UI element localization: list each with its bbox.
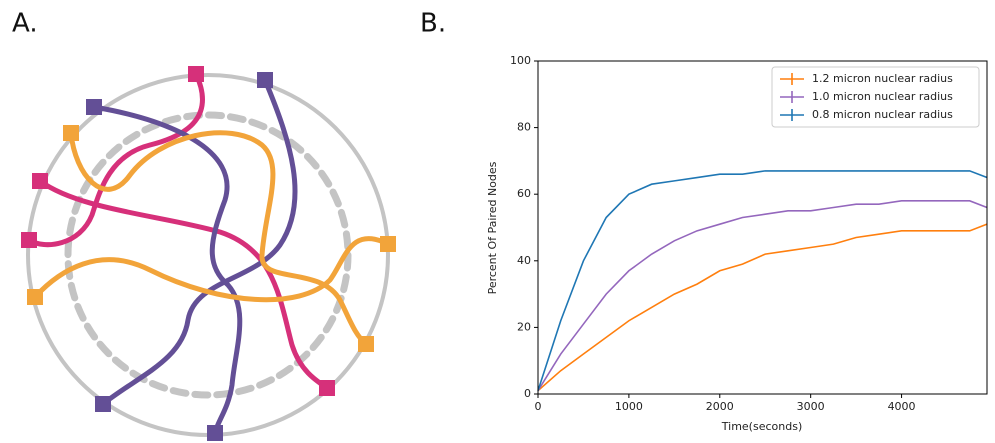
inner-circle (64, 111, 352, 399)
node-square (27, 289, 43, 305)
node-square (95, 396, 111, 412)
y-tick-label: 40 (517, 254, 531, 267)
panel-label: A. (12, 9, 38, 39)
series-line (537, 170, 988, 391)
node-square (86, 99, 102, 115)
chromosome-curve (100, 77, 298, 407)
x-tick-label: 1000 (615, 400, 643, 413)
chromosome-curve (91, 104, 243, 436)
legend-label: 1.2 micron nuclear radius (812, 72, 953, 85)
y-tick-label: 60 (517, 187, 531, 200)
x-tick-label: 4000 (888, 400, 916, 413)
chromosome-curve (26, 71, 205, 248)
node-square (380, 236, 396, 252)
node-square (319, 380, 335, 396)
chromosome-curve (37, 178, 330, 391)
node-square (358, 336, 374, 352)
node-square (63, 125, 79, 141)
x-tick-label: 2000 (706, 400, 734, 413)
node-square (188, 66, 204, 82)
diagram (21, 66, 396, 441)
y-axis-label: Percent Of Paired Nodes (486, 161, 499, 294)
x-tick-label: 0 (535, 400, 542, 413)
legend: 1.2 micron nuclear radius 1.0 micron nucl… (771, 66, 980, 128)
legend-label: 0.8 micron nuclear radius (812, 108, 953, 121)
panel-label: B. (420, 9, 446, 39)
node-square (257, 72, 273, 88)
y-tick-label: 80 (517, 121, 531, 134)
node-square (207, 425, 223, 441)
x-tick-label: 3000 (797, 400, 825, 413)
plot-frame (537, 60, 988, 395)
chromosome-curve (32, 236, 391, 303)
series-line (537, 223, 988, 392)
node-square (21, 232, 37, 248)
y-tick-label: 100 (510, 54, 531, 67)
y-tick-label: 0 (524, 387, 531, 400)
legend-box (771, 66, 980, 128)
legend-label: 1.0 micron nuclear radius (812, 90, 953, 103)
x-axis-label: Time(seconds) (721, 420, 802, 433)
chromosome-curve (68, 130, 369, 347)
node-square (32, 173, 48, 189)
series-line (537, 200, 988, 392)
y-tick-label: 20 (517, 320, 531, 333)
